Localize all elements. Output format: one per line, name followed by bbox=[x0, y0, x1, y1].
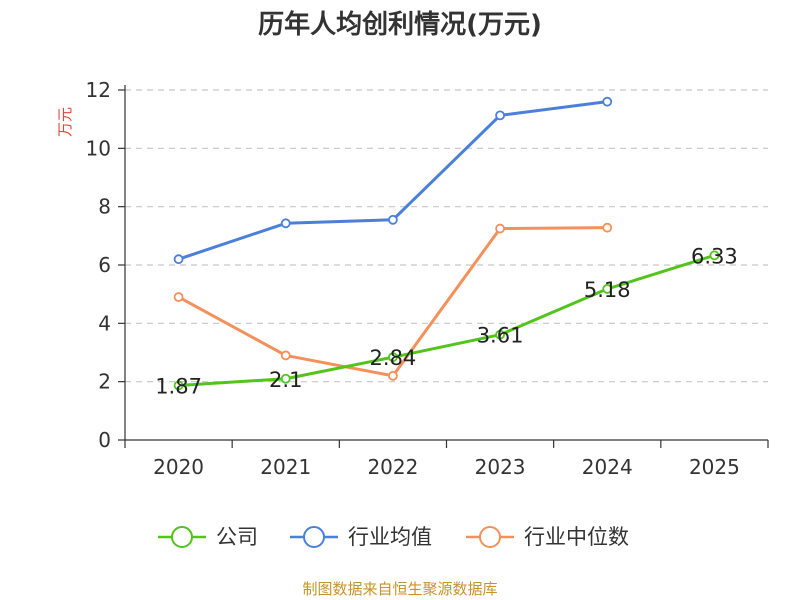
legend-marker bbox=[479, 526, 501, 548]
data-point bbox=[602, 284, 613, 294]
legend-item-1: 行业均值 bbox=[290, 525, 432, 549]
data-point bbox=[495, 223, 505, 234]
data-label: 2.1 bbox=[269, 368, 302, 392]
data-point bbox=[280, 350, 291, 361]
data-point bbox=[280, 373, 291, 384]
series-line-1 bbox=[178, 100, 608, 261]
y-tick-label: 2 bbox=[98, 370, 111, 394]
y-tick-label: 0 bbox=[98, 428, 111, 452]
data-label: 6.33 bbox=[691, 244, 738, 268]
data-point bbox=[495, 329, 505, 340]
y-tick-label: 6 bbox=[98, 253, 111, 277]
data-point bbox=[388, 214, 398, 225]
data-point bbox=[495, 110, 505, 121]
legend-marker bbox=[171, 526, 193, 548]
data-point bbox=[173, 380, 184, 391]
x-tick-label: 2020 bbox=[153, 455, 204, 479]
legend-label: 行业中位数 bbox=[524, 525, 629, 549]
legend-item-2: 行业中位数 bbox=[466, 525, 629, 549]
axes: 0 2 4 6 8 10 12 2020 2021 2022 2023 2024 2025 bbox=[86, 78, 769, 479]
data-labels: 1.87 2.1 2.84 3.61 5.18 6.33 bbox=[155, 244, 738, 398]
y-axis-label: 万元 bbox=[56, 107, 74, 137]
data-point bbox=[388, 352, 398, 363]
data-label: 3.61 bbox=[477, 324, 524, 348]
data-point bbox=[602, 96, 613, 107]
data-point bbox=[388, 370, 398, 381]
data-label: 5.18 bbox=[584, 278, 631, 302]
y-tick-label: 4 bbox=[98, 311, 111, 335]
y-tick-label: 10 bbox=[86, 136, 111, 160]
data-point bbox=[280, 218, 291, 229]
series-line-0 bbox=[178, 253, 715, 387]
data-point bbox=[173, 254, 184, 265]
legend-label: 行业均值 bbox=[348, 525, 432, 549]
gridlines bbox=[125, 89, 768, 383]
source-note: 制图数据来自恒生聚源数据库 bbox=[302, 580, 497, 598]
x-tick-label: 2021 bbox=[260, 455, 311, 479]
x-tick-label: 2025 bbox=[689, 455, 740, 479]
x-tick-label: 2023 bbox=[475, 455, 526, 479]
x-tick-label: 2024 bbox=[582, 455, 633, 479]
legend-item-0: 公司 bbox=[158, 525, 258, 549]
legend-label: 公司 bbox=[216, 525, 258, 549]
legend: 公司 行业均值 行业中位数 bbox=[158, 525, 629, 549]
chart-title: 历年人均创利情况(万元) bbox=[258, 9, 542, 40]
legend-marker bbox=[303, 526, 325, 548]
data-label: 1.87 bbox=[155, 374, 202, 398]
data-point bbox=[602, 222, 613, 233]
data-point bbox=[709, 250, 720, 261]
x-tick-label: 2022 bbox=[367, 455, 418, 479]
series-group bbox=[173, 96, 720, 391]
y-tick-label: 12 bbox=[86, 78, 111, 102]
data-label: 2.84 bbox=[370, 346, 417, 370]
data-point bbox=[173, 292, 184, 302]
y-tick-label: 8 bbox=[98, 195, 111, 219]
